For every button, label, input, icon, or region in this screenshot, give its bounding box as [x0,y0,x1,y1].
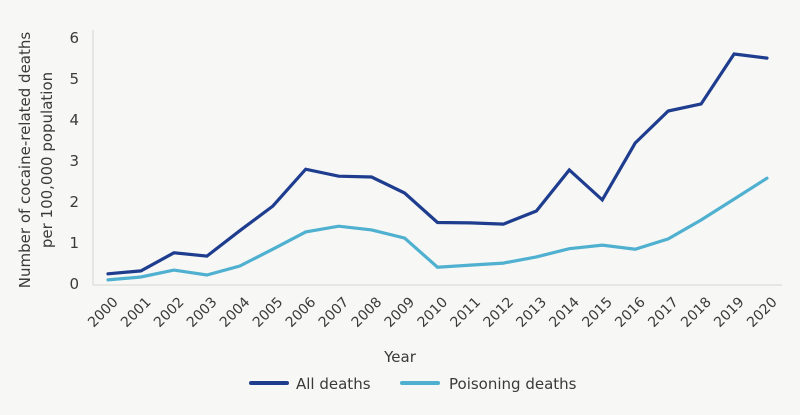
y-axis-label-line-1: Number of cocaine-related deaths [16,32,34,289]
x-tick-label: 2005 [250,294,287,331]
y-tick-label: 0 [69,275,79,293]
x-ticks: 2000200120022003200420052006200720082009… [85,294,781,331]
axes [92,30,782,286]
x-tick-label: 2016 [612,294,649,331]
y-tick-label: 3 [69,152,79,170]
x-tick-label: 2004 [217,294,254,331]
x-tick-label: 2002 [151,294,188,331]
series-lines [106,52,769,282]
x-tick-label: 2010 [415,294,452,331]
x-tick-label: 2018 [678,294,715,331]
x-tick-label: 2012 [480,294,517,331]
x-tick-label: 2007 [316,294,353,331]
x-tick-label: 2001 [118,294,155,331]
y-tick-label: 6 [69,29,79,47]
x-tick-label: 2015 [579,294,616,331]
x-tick-label: 2017 [645,294,682,331]
legend: All deaths Poisoning deaths [249,375,577,393]
series-line-poisoning-deaths [106,176,769,282]
x-tick-label: 2000 [85,294,122,331]
legend-label-all-deaths: All deaths [296,375,371,393]
x-tick-label: 2011 [448,294,485,331]
y-tick-label: 2 [69,193,79,211]
y-tick-label: 4 [69,111,79,129]
y-axis-label-line-2: per 100,000 population [38,72,56,248]
legend-label-poisoning-deaths: Poisoning deaths [449,375,577,393]
x-tick-label: 2003 [184,294,221,331]
x-tick-label: 2020 [744,294,781,331]
x-tick-label: 2014 [546,294,583,331]
series-line-all-deaths [106,52,769,276]
x-axis-label: Year [383,348,417,366]
x-tick-label: 2013 [513,294,550,331]
x-tick-label: 2019 [711,294,748,331]
y-ticks: 0 1 2 3 4 5 6 [69,29,79,293]
x-tick-label: 2009 [382,294,419,331]
x-tick-label: 2008 [349,294,386,331]
y-tick-label: 1 [69,234,79,252]
y-tick-label: 5 [69,70,79,88]
x-tick-label: 2006 [283,294,320,331]
y-axis-label: Number of cocaine-related deaths per 100… [16,32,56,289]
